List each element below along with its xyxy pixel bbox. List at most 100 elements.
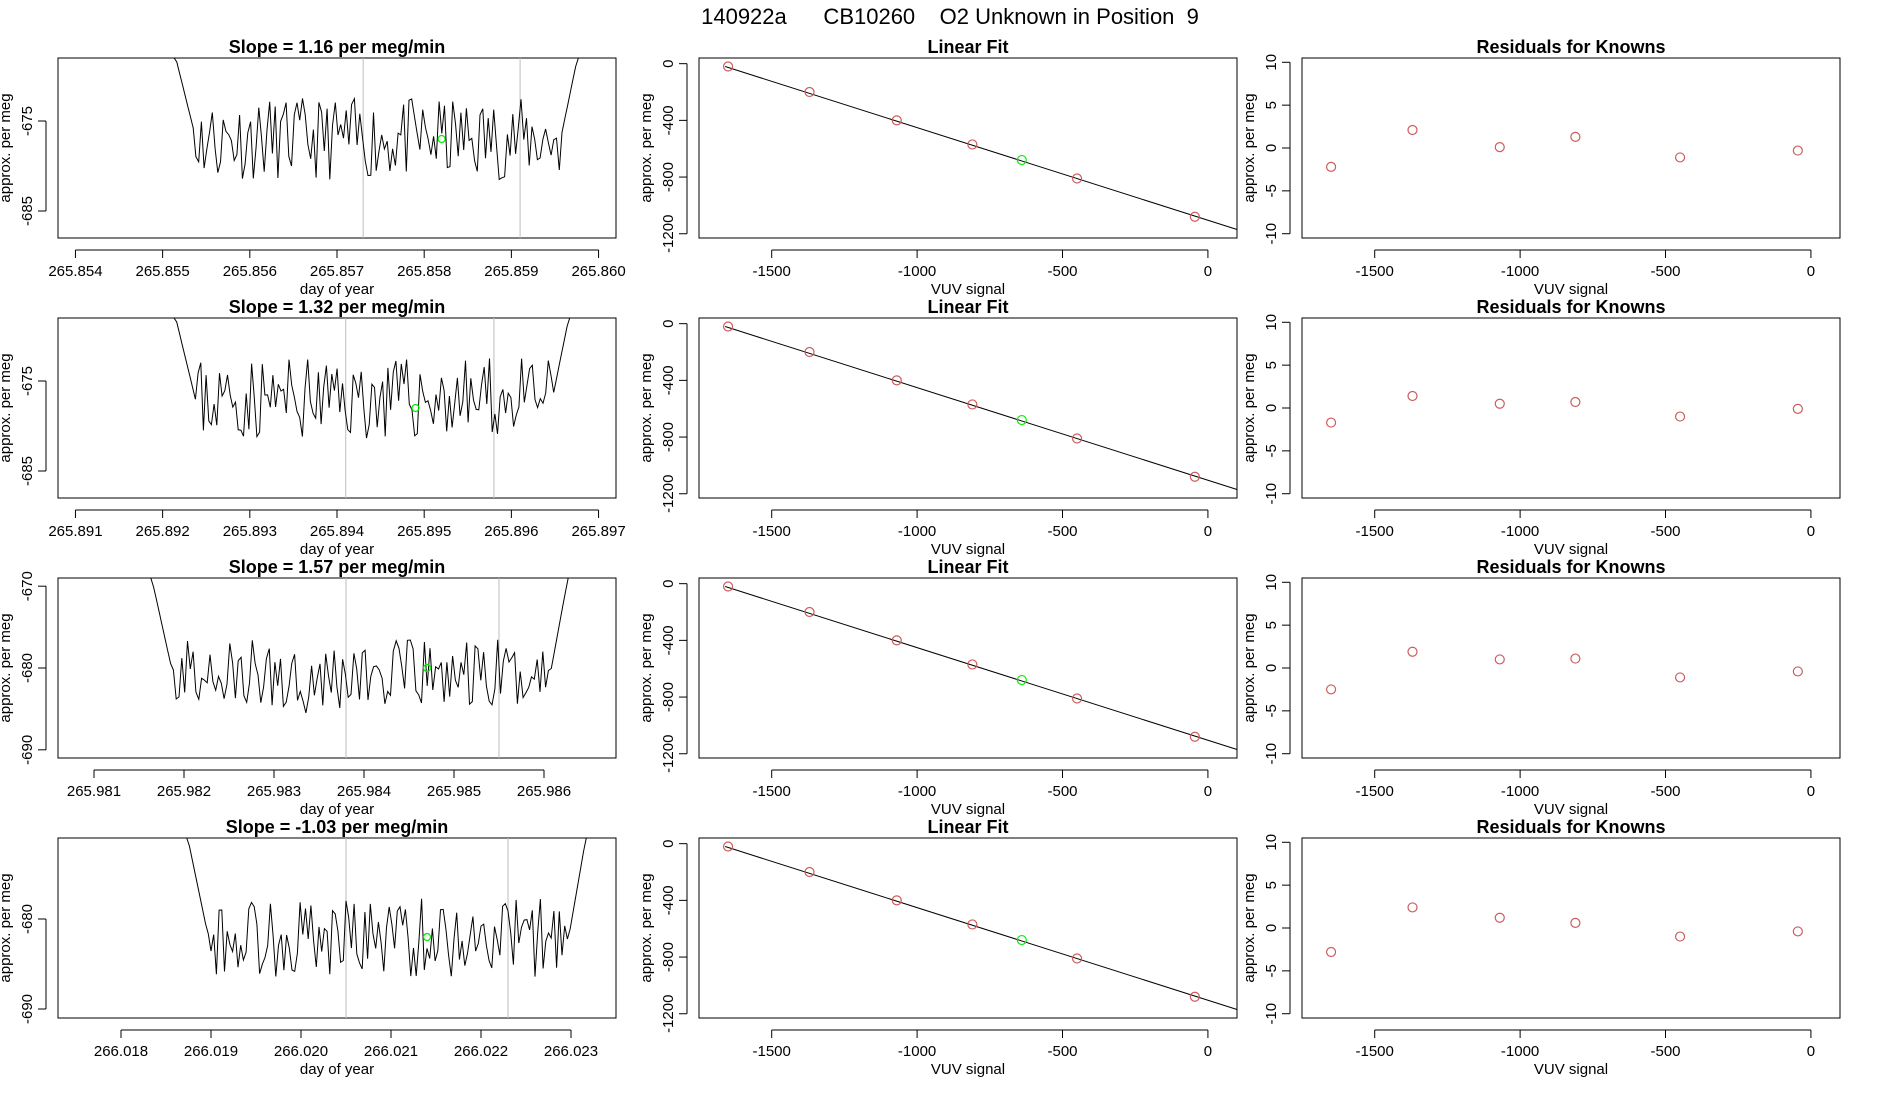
p2-residual-point <box>1407 124 1418 136</box>
p5-y-tick-label: -10 <box>1263 483 1280 505</box>
p5-x-label: VUV signal <box>1534 541 1608 558</box>
p11-y-tick-label: 0 <box>1263 924 1280 932</box>
p11-residual-point <box>1407 902 1418 913</box>
p2-title: Residuals for Knowns <box>1476 37 1665 57</box>
p1-y-tick-label: -1200 <box>660 215 677 253</box>
p1-y-label: approx. per meg <box>638 93 655 202</box>
p4-y-tick-label: -1200 <box>660 475 677 513</box>
p7-known-point <box>891 635 902 646</box>
p8-residual-point <box>1570 653 1581 664</box>
p10-known-point <box>891 895 902 906</box>
p6-x-label: day of year <box>300 801 374 818</box>
p3-y-tick-label: -685 <box>19 456 36 486</box>
p10-known-point <box>967 919 978 930</box>
p2-plot-box <box>1301 57 1841 239</box>
p2-residual-point <box>1792 145 1803 156</box>
p0-unknown-point <box>437 134 446 144</box>
p4-x-tick-label: -500 <box>1047 523 1077 540</box>
p5-y-tick-label: -5 <box>1263 444 1280 457</box>
p1-y-tick-label: -400 <box>660 105 677 135</box>
p3-x-tick-label: 265.893 <box>223 523 277 540</box>
p10-known-point <box>804 866 815 878</box>
p8-x-tick-label: 0 <box>1807 783 1815 800</box>
p11-y-tick-label: -10 <box>1263 1003 1280 1025</box>
p11-y-tick-label: 5 <box>1263 881 1280 889</box>
p1-known-point <box>722 61 734 72</box>
p10-title: Linear Fit <box>927 817 1008 837</box>
p11-y-label: approx. per meg <box>1241 873 1258 982</box>
p3-plot-box <box>57 317 617 499</box>
p2-x-label: VUV signal <box>1534 281 1608 298</box>
p0-x-tick-label: 265.858 <box>397 263 451 280</box>
p11-title: Residuals for Knowns <box>1476 817 1665 837</box>
p5-y-tick-label: 5 <box>1263 361 1280 369</box>
p2-x-tick-label: -500 <box>1650 263 1680 280</box>
p4-y-tick-label: -400 <box>660 365 677 395</box>
p7-x-tick-label: 0 <box>1204 783 1212 800</box>
p0-y-label: approx. per meg <box>0 93 14 202</box>
p10-plot-box <box>698 837 1238 1019</box>
p2-y-tick-label: -10 <box>1263 223 1280 245</box>
p1-plot-box <box>698 57 1238 239</box>
p0-y-tick-label: -685 <box>19 196 36 226</box>
p11-y-tick-label: 10 <box>1263 834 1280 851</box>
p10-y-tick-label: -1200 <box>660 995 677 1033</box>
p8-residual-point <box>1325 684 1337 695</box>
p9-x-tick-label: 266.020 <box>274 1043 328 1060</box>
p6-x-tick-label: 265.983 <box>247 783 301 800</box>
p11-x-label: VUV signal <box>1534 1061 1608 1078</box>
p9-x-tick-label: 266.018 <box>94 1043 148 1060</box>
p9-y-tick-label: -680 <box>19 904 36 934</box>
p11-residual-point <box>1325 946 1337 958</box>
p3-x-tick-label: 265.895 <box>397 523 451 540</box>
p5-residual-point <box>1792 403 1803 414</box>
p4-known-point <box>967 399 978 410</box>
p0-x-label: day of year <box>300 281 374 298</box>
p9-unknown-point <box>422 932 432 942</box>
p10-x-label: VUV signal <box>931 1061 1005 1078</box>
p9-x-label: day of year <box>300 1061 374 1078</box>
p4-y-tick-label: 0 <box>660 319 677 327</box>
p10-y-tick-label: -800 <box>660 942 677 972</box>
p5-x-tick-label: -1000 <box>1501 523 1539 540</box>
p11-residual-point <box>1494 912 1505 923</box>
p1-x-label: VUV signal <box>931 281 1005 298</box>
p4-fit-line <box>725 326 1238 490</box>
p11-residual-point <box>1792 926 1803 937</box>
p5-y-tick-label: 10 <box>1263 314 1280 331</box>
p5-residual-point <box>1570 396 1581 408</box>
p9-x-tick-label: 266.021 <box>364 1043 418 1060</box>
p2-residual-point <box>1325 161 1337 172</box>
p2-y-tick-label: 5 <box>1263 101 1280 109</box>
p5-residual-point <box>1407 390 1418 402</box>
p7-y-tick-label: -1200 <box>660 735 677 773</box>
p3-x-tick-label: 265.894 <box>310 523 364 540</box>
p4-unknown-point <box>1016 414 1027 426</box>
p1-known-point <box>891 115 902 126</box>
p4-x-tick-label: -1000 <box>898 523 936 540</box>
p2-residual-point <box>1674 152 1686 163</box>
p6-x-tick-label: 265.981 <box>67 783 121 800</box>
p3-unknown-point <box>411 403 420 413</box>
p11-x-tick-label: -1000 <box>1501 1043 1539 1060</box>
p8-x-tick-label: -1000 <box>1501 783 1539 800</box>
p1-known-point <box>804 86 815 98</box>
p6-plot-box <box>57 577 617 759</box>
p7-known-point <box>722 581 734 592</box>
p7-y-tick-label: 0 <box>660 579 677 587</box>
p0-x-tick-label: 265.857 <box>310 263 364 280</box>
p2-residual-point <box>1494 142 1505 153</box>
p4-x-tick-label: 0 <box>1204 523 1212 540</box>
p8-x-label: VUV signal <box>1534 801 1608 818</box>
p5-plot-box <box>1301 317 1841 499</box>
p5-x-tick-label: 0 <box>1807 523 1815 540</box>
p11-x-tick-label: 0 <box>1807 1043 1815 1060</box>
p9-series-line <box>184 837 589 977</box>
p5-x-tick-label: -1500 <box>1356 523 1394 540</box>
p0-y-tick-label: -675 <box>19 106 36 136</box>
p0-x-tick-label: 265.859 <box>484 263 538 280</box>
p10-y-tick-label: -400 <box>660 885 677 915</box>
p0-x-tick-label: 265.855 <box>136 263 190 280</box>
p2-y-tick-label: 0 <box>1263 144 1280 152</box>
p10-fit-line <box>725 846 1238 1010</box>
